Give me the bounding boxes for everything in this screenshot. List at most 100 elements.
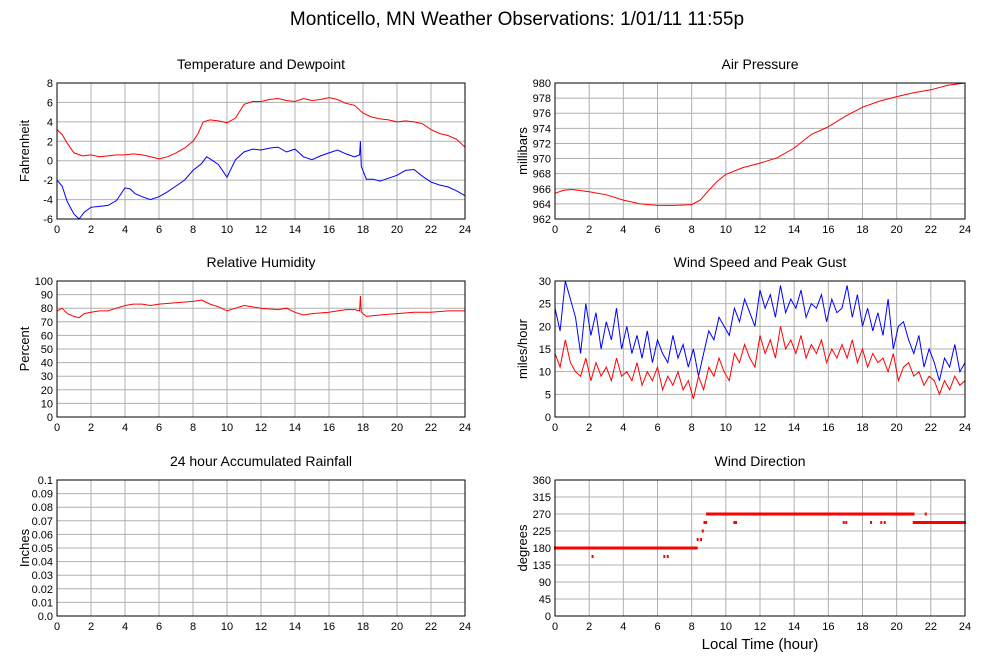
x-tick-label: 0 — [552, 224, 558, 236]
x-tick-label: 16 — [323, 224, 335, 236]
x-tick-label: 14 — [289, 621, 301, 633]
y-tick-label: 976 — [533, 108, 551, 120]
x-tick-label: 12 — [255, 422, 267, 434]
x-tick-label: 8 — [689, 621, 695, 633]
y-tick-label: 8 — [47, 78, 53, 90]
y-tick-label: 15 — [539, 344, 551, 356]
x-tick-label: 8 — [190, 224, 196, 236]
y-tick-label: -2 — [43, 175, 53, 187]
x-tick-label: 24 — [459, 422, 471, 434]
x-tick-label: 8 — [689, 224, 695, 236]
y-tick-label: 0.08 — [32, 502, 53, 514]
direction-point — [703, 521, 706, 524]
direction-point — [700, 538, 703, 541]
x-tick-label: 22 — [425, 224, 437, 236]
plot-frame — [554, 82, 966, 220]
x-tick-label: 16 — [822, 621, 834, 633]
plot-frame — [554, 479, 966, 617]
plot-frame — [554, 280, 966, 418]
direction-point — [591, 555, 594, 558]
y-tick-label: 0.05 — [32, 543, 53, 555]
x-tick-label: 22 — [925, 422, 937, 434]
chart-title: Air Pressure — [721, 56, 798, 72]
y-tick-label: 0 — [545, 611, 551, 623]
series-line-0 — [56, 97, 466, 160]
direction-point — [735, 521, 738, 524]
x-tick-label: 2 — [88, 224, 94, 236]
y-tick-label: 0 — [47, 412, 53, 424]
y-tick-label: 225 — [533, 526, 551, 538]
direction-point — [696, 538, 699, 541]
y-tick-label: 974 — [533, 123, 551, 135]
x-tick-label: 12 — [754, 224, 766, 236]
x-tick-label: 14 — [788, 422, 800, 434]
y-tick-label: 270 — [533, 509, 551, 521]
x-tick-label: 10 — [221, 224, 233, 236]
y-tick-label: 978 — [533, 93, 551, 105]
x-tick-label: 20 — [891, 224, 903, 236]
direction-point — [666, 555, 669, 558]
x-tick-label: 18 — [856, 224, 868, 236]
direction-point — [880, 521, 883, 524]
x-tick-label: 22 — [925, 224, 937, 236]
x-tick-label: 12 — [255, 621, 267, 633]
x-tick-label: 12 — [754, 621, 766, 633]
y-tick-label: 0 — [47, 156, 53, 168]
x-tick-label: 20 — [891, 422, 903, 434]
x-tick-label: 4 — [122, 621, 128, 633]
direction-point — [695, 546, 698, 550]
y-tick-label: 315 — [533, 492, 551, 504]
x-tick-label: 6 — [156, 422, 162, 434]
y-tick-label: 25 — [539, 299, 551, 311]
x-tick-label: 4 — [620, 621, 626, 633]
x-tick-label: 8 — [190, 422, 196, 434]
y-tick-label: 0 — [545, 412, 551, 424]
y-tick-label: -4 — [43, 195, 53, 207]
x-tick-label: 2 — [586, 224, 592, 236]
x-tick-label: 8 — [689, 422, 695, 434]
plot-frame — [56, 82, 466, 220]
x-tick-label: 24 — [459, 224, 471, 236]
y-tick-label: 6 — [47, 97, 53, 109]
direction-point — [883, 521, 886, 524]
plot-frame — [56, 280, 466, 418]
y-tick-label: 360 — [533, 475, 551, 487]
x-tick-label: 18 — [357, 224, 369, 236]
direction-point — [912, 512, 915, 516]
y-tick-label: 90 — [41, 290, 53, 302]
y-tick-label: 5 — [545, 389, 551, 401]
x-tick-label: 18 — [856, 422, 868, 434]
x-tick-label: 0 — [552, 621, 558, 633]
y-tick-label: 4 — [47, 117, 53, 129]
series-line-1 — [56, 141, 466, 220]
y-tick-label: 20 — [539, 321, 551, 333]
y-tick-label: 0.04 — [32, 557, 53, 569]
y-tick-label: 180 — [533, 543, 551, 555]
x-tick-label: 4 — [122, 224, 128, 236]
direction-point — [733, 521, 736, 524]
y-axis-label: Fahrenheit — [17, 120, 32, 183]
y-axis-label: Inches — [17, 528, 32, 567]
series-line-1 — [554, 326, 966, 400]
series-line-0 — [554, 82, 966, 206]
y-tick-label: 0.06 — [32, 529, 53, 541]
direction-point — [663, 555, 666, 558]
y-tick-label: 60 — [41, 330, 53, 342]
x-tick-label: 20 — [391, 621, 403, 633]
y-axis-label: degrees — [515, 524, 530, 571]
series-line-0 — [56, 295, 465, 319]
y-tick-label: 0.02 — [32, 584, 53, 596]
x-tick-label: 2 — [88, 422, 94, 434]
x-tick-label: 0 — [552, 422, 558, 434]
y-tick-label: 0.07 — [32, 516, 53, 528]
direction-point — [924, 512, 927, 516]
x-tick-label: 22 — [425, 422, 437, 434]
x-tick-label: 24 — [459, 621, 471, 633]
x-tick-label: 22 — [925, 621, 937, 633]
chart-title: Wind Speed and Peak Gust — [674, 254, 847, 270]
x-tick-label: 12 — [754, 422, 766, 434]
